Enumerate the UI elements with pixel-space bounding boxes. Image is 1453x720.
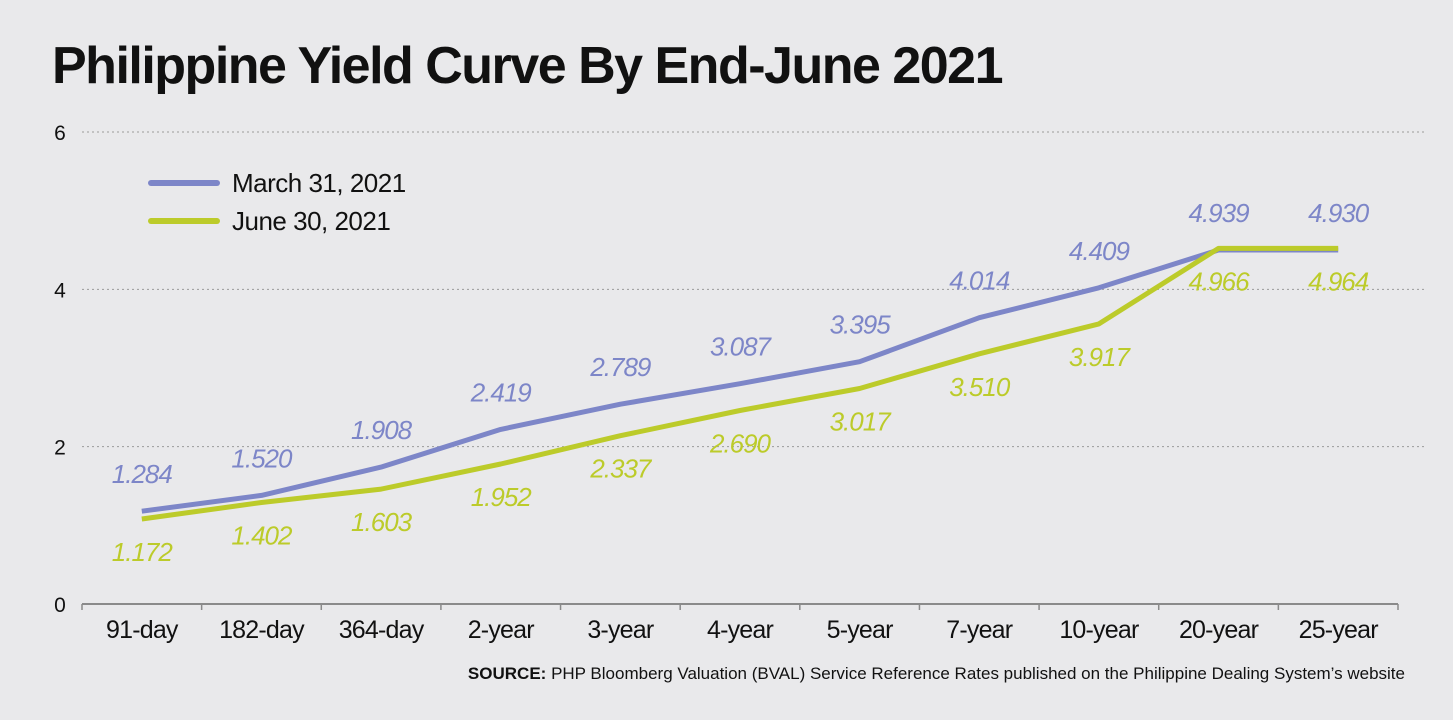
data-label-march-3-year: 2.789: [589, 352, 651, 382]
data-label-june-10-year: 3.917: [1069, 342, 1132, 372]
data-label-march-5-year: 3.395: [830, 310, 892, 340]
data-label-june-2-year: 1.952: [471, 482, 533, 512]
x-tick-label-182-day: 182-day: [219, 616, 305, 644]
data-label-march-7-year: 4.014: [949, 266, 1010, 296]
data-label-june-364-day: 1.603: [351, 507, 413, 537]
x-tick-label-20-year: 20-year: [1179, 616, 1259, 644]
chart-title: Philippine Yield Curve By End-June 2021: [52, 37, 1004, 95]
y-tick-label-2: 2: [54, 437, 66, 460]
data-label-march-182-day: 1.520: [231, 443, 293, 473]
x-tick-label-10-year: 10-year: [1059, 616, 1139, 644]
data-label-march-10-year: 4.409: [1069, 236, 1130, 266]
legend-label-march: March 31, 2021: [232, 167, 406, 198]
data-label-march-2-year: 2.419: [470, 377, 532, 407]
chart-legend: March 31, 2021 June 30, 2021: [148, 164, 406, 240]
x-tick-label-25-year: 25-year: [1299, 616, 1379, 644]
source-text: PHP Bloomberg Valuation (BVAL) Service R…: [551, 664, 1405, 683]
y-tick-label-6: 6: [54, 122, 66, 145]
data-label-june-91-day: 1.172: [112, 537, 174, 567]
x-tick-label-4-year: 4-year: [707, 616, 774, 644]
y-tick-label-0: 0: [54, 594, 66, 617]
data-label-june-20-year: 4.966: [1189, 266, 1251, 296]
data-label-june-3-year: 2.337: [589, 454, 653, 484]
data-label-march-20-year: 4.939: [1189, 198, 1250, 228]
legend-swatch-march: [148, 180, 220, 186]
x-tick-label-2-year: 2-year: [468, 616, 535, 644]
x-tick-label-364-day: 364-day: [339, 616, 425, 644]
x-tick-label-91-day: 91-day: [106, 616, 179, 644]
data-label-march-91-day: 1.284: [112, 459, 173, 489]
data-label-june-7-year: 3.510: [949, 372, 1011, 402]
data-label-march-364-day: 1.908: [351, 415, 413, 445]
data-label-march-25-year: 4.930: [1308, 198, 1370, 228]
data-label-june-5-year: 3.017: [830, 406, 893, 436]
legend-item-june: June 30, 2021: [148, 202, 406, 240]
x-tick-label-7-year: 7-year: [946, 616, 1013, 644]
data-label-layer: 1.284 1.520 1.908 2.419 2.789 3.087 3.395 4.014…: [112, 198, 1371, 567]
legend-swatch-june: [148, 218, 220, 224]
grid-layer: [82, 131, 1426, 448]
data-label-june-25-year: 4.964: [1308, 266, 1369, 296]
legend-item-march: March 31, 2021: [148, 164, 406, 202]
data-label-march-4-year: 3.087: [710, 332, 773, 362]
series-line-june: [141, 245, 1339, 522]
series-line-march: [141, 247, 1339, 514]
legend-label-june: June 30, 2021: [232, 205, 391, 236]
data-label-june-4-year: 2.690: [709, 428, 772, 458]
y-tick-label-4: 4: [54, 279, 66, 302]
source-label: SOURCE:: [467, 664, 547, 683]
data-label-june-182-day: 1.402: [231, 521, 293, 551]
series-layer: [141, 245, 1339, 522]
x-tick-label-3-year: 3-year: [587, 616, 654, 644]
axis-layer: 0 2 4 6 91-day 182-day 364-day 2-year 3-year 4-ye…: [54, 122, 1399, 644]
x-tick-label-5-year: 5-year: [827, 616, 894, 644]
source-note: SOURCE: PHP Bloomberg Valuation (BVAL) S…: [468, 664, 1405, 684]
